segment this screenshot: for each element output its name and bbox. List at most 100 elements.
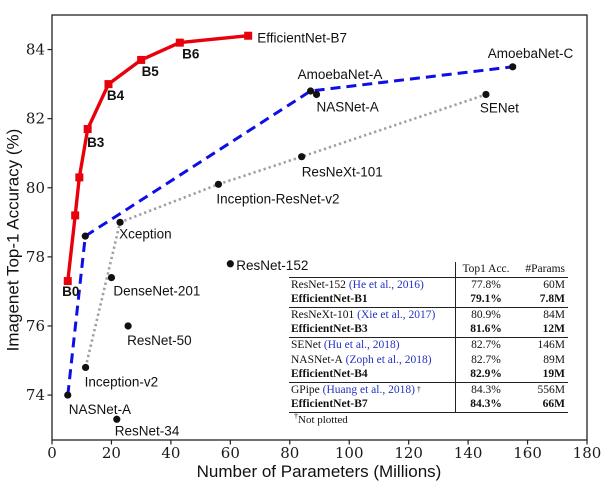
point-label-resnet-50: ResNet-50: [127, 333, 192, 348]
top1-acc-cell: 82.9%: [470, 368, 502, 381]
chart-series-markers: [63, 31, 517, 423]
data-point: [75, 173, 84, 182]
dagger-icon: †: [294, 411, 298, 421]
comparison-table: Top1 Acc. #Params ResNet-152 (He et al.,…: [289, 262, 568, 426]
model-name-cell: EfficientNet-B1: [289, 292, 456, 308]
x-tick-label: 100: [335, 444, 364, 462]
table-row: EfficientNet-B4 82.9% 19M: [289, 367, 568, 383]
data-point-densenet-201: [107, 274, 116, 282]
params-cell: 19M: [542, 368, 565, 381]
y-tick-label: 84: [26, 41, 45, 59]
point-label-b6: B6: [182, 47, 200, 62]
x-tick-label: 20: [102, 444, 121, 462]
params-cell: 89M: [543, 353, 565, 366]
model-name-cell: ResNet-152 (He et al., 2016): [289, 278, 456, 293]
model-name-cell: ResNeXt-101 (Xie et al., 2017): [289, 308, 456, 323]
x-tick-label: 120: [394, 444, 423, 462]
point-label-senet: SENet: [480, 101, 519, 116]
table-header-model-col: [289, 262, 456, 277]
data-point: [81, 232, 89, 240]
citation-link: (He et al., 2016): [345, 278, 424, 291]
table-header-acc: Top1 Acc.: [462, 262, 510, 275]
top1-acc-cell: 82.7%: [471, 338, 501, 351]
series-line-efficientnet-b0-b7-: [66, 34, 249, 282]
y-tick-label: 76: [26, 317, 45, 335]
params-cell: 12M: [542, 323, 565, 336]
data-point-b5: [137, 55, 146, 64]
x-tick-label: 80: [280, 444, 299, 462]
citation-link: (Xie et al., 2017): [354, 308, 436, 321]
point-label-inception-resnet-v2: Inception-ResNet-v2: [216, 191, 339, 206]
table-row: SENet (Hu et al., 2018) 82.7% 146M: [289, 338, 568, 353]
model-name-cell: SENet (Hu et al., 2018): [289, 338, 456, 353]
data-point-nasnet-a: [64, 391, 72, 399]
x-tick-label: 40: [161, 444, 180, 462]
x-tick-label: 160: [513, 444, 542, 462]
model-name-cell: GPipe (Huang et al., 2018) †: [289, 383, 456, 398]
table-row: NASNet-A (Zoph et al., 2018) 82.7% 89M: [289, 352, 568, 368]
data-point: [71, 211, 80, 220]
y-tick-label: 74: [26, 386, 45, 404]
data-point-amoebanet-a: [306, 87, 315, 95]
data-point-b0: [63, 277, 72, 286]
x-tick-label: 180: [573, 444, 602, 462]
x-tick-label: 60: [221, 444, 240, 462]
top1-acc-cell: 84.3%: [470, 398, 502, 411]
top1-acc-cell: 80.9%: [471, 308, 501, 321]
data-point-b4: [104, 80, 113, 89]
point-label-xception: Xception: [119, 226, 172, 241]
params-cell: 7.8M: [539, 293, 565, 306]
data-point-amoebanet-c: [509, 63, 517, 71]
table-group: GPipe (Huang et al., 2018) † 84.3% 556M Eff…: [289, 382, 568, 414]
data-point-senet: [482, 90, 490, 99]
point-label-b4: B4: [107, 88, 125, 103]
data-point-inception-resnet-v2: [214, 180, 223, 188]
x-axis-title: Number of Parameters (Millions): [197, 462, 442, 481]
table-row: EfficientNet-B1 79.1% 7.8M: [289, 292, 568, 308]
point-label-nasnet-a: NASNet-A: [69, 402, 131, 417]
data-point-b3: [83, 125, 92, 134]
params-cell: 60M: [543, 278, 565, 291]
point-label-resnet-34: ResNet-34: [115, 423, 180, 438]
y-tick-label: 78: [26, 248, 45, 266]
data-point-xception: [116, 218, 124, 226]
data-point-resnet-50: [124, 322, 132, 330]
model-name-cell: EfficientNet-B4: [289, 367, 456, 383]
model-name-cell: EfficientNet-B3: [289, 322, 456, 338]
plot-border: [51, 14, 588, 441]
point-label-b5: B5: [142, 64, 160, 79]
data-point-resnet-34: [113, 415, 121, 423]
y-tick-label: 82: [26, 110, 45, 128]
point-label-resnet-152: ResNet-152: [236, 258, 308, 273]
table-row: GPipe (Huang et al., 2018) † 84.3% 556M: [289, 383, 568, 398]
top1-acc-cell: 79.1%: [470, 293, 502, 306]
table-row: EfficientNet-B7 84.3% 66M: [289, 397, 568, 413]
point-label-inception-v2: Inception-v2: [85, 374, 159, 389]
table-row: ResNet-152 (He et al., 2016) 77.8% 60M: [289, 278, 568, 293]
table-header-row: Top1 Acc. #Params: [289, 262, 568, 277]
chart-axes: 0 20 40 60 80 100 120 140 160 180 74 76 78 80 82 84: [26, 14, 602, 462]
table-row: ResNeXt-101 (Xie et al., 2017) 80.9% 84M: [289, 308, 568, 323]
params-cell: 556M: [537, 383, 565, 396]
citation-link: (Huang et al., 2018): [319, 383, 415, 396]
point-label-efficientnet-b7: EfficientNet-B7: [257, 31, 347, 46]
top1-acc-cell: 81.6%: [470, 323, 502, 336]
citation-link: (Zoph et al., 2018): [342, 353, 432, 366]
top1-acc-cell: 77.8%: [471, 278, 501, 291]
y-tick-label: 80: [26, 179, 45, 197]
point-label-b3: B3: [87, 135, 105, 150]
data-point-efficientnet-b7: [244, 31, 253, 40]
table-group: ResNeXt-101 (Xie et al., 2017) 80.9% 84M Ef…: [289, 307, 568, 338]
point-label-nasnet-a: NASNet-A: [317, 100, 379, 115]
point-label-amoebanet-a: AmoebaNet-A: [298, 67, 383, 82]
data-point-inception-v2: [81, 363, 90, 372]
table-row: EfficientNet-B3 81.6% 12M: [289, 322, 568, 338]
point-label-amoebanet-c: AmoebaNet-C: [488, 46, 574, 61]
point-label-b0: B0: [62, 284, 79, 299]
model-name-cell: EfficientNet-B7: [289, 397, 456, 413]
table-footnote-text: Not plotted: [298, 414, 348, 427]
params-cell: 146M: [537, 338, 565, 351]
data-point-resnet-152: [226, 260, 234, 268]
